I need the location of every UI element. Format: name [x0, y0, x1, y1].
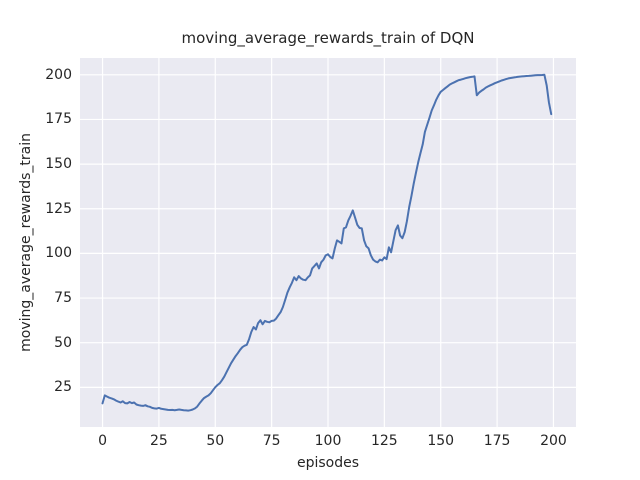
y-tick-label-125: 125: [45, 200, 72, 217]
y-tick-label-50: 50: [54, 334, 72, 351]
x-tick-label-50: 50: [206, 433, 225, 449]
x-tick-label-125: 125: [370, 433, 398, 449]
y-tick-label-25: 25: [54, 379, 72, 396]
y-tick-label-150: 150: [45, 156, 72, 173]
y-tick-label-100: 100: [45, 245, 72, 262]
chart-title: moving_average_rewards_train of DQN: [181, 29, 475, 47]
x-tick-label-25: 25: [149, 433, 168, 449]
x-tick-label-100: 100: [314, 433, 342, 449]
data-line: [101, 73, 553, 412]
x-tick-label-0: 0: [98, 433, 107, 449]
y-tick-label-200: 200: [45, 66, 72, 83]
y-tick-label-75: 75: [54, 290, 72, 307]
x-axis-label: episodes: [296, 455, 360, 471]
gridlines: [80, 58, 576, 427]
x-tick-label-200: 200: [540, 433, 567, 449]
y-tick-label-175: 175: [45, 111, 72, 128]
x-tick-label-150: 150: [427, 433, 455, 449]
series-moving-average-rewards: [101, 73, 553, 412]
x-tick-label-175: 175: [483, 433, 511, 449]
x-tick-label-75: 75: [262, 433, 281, 449]
